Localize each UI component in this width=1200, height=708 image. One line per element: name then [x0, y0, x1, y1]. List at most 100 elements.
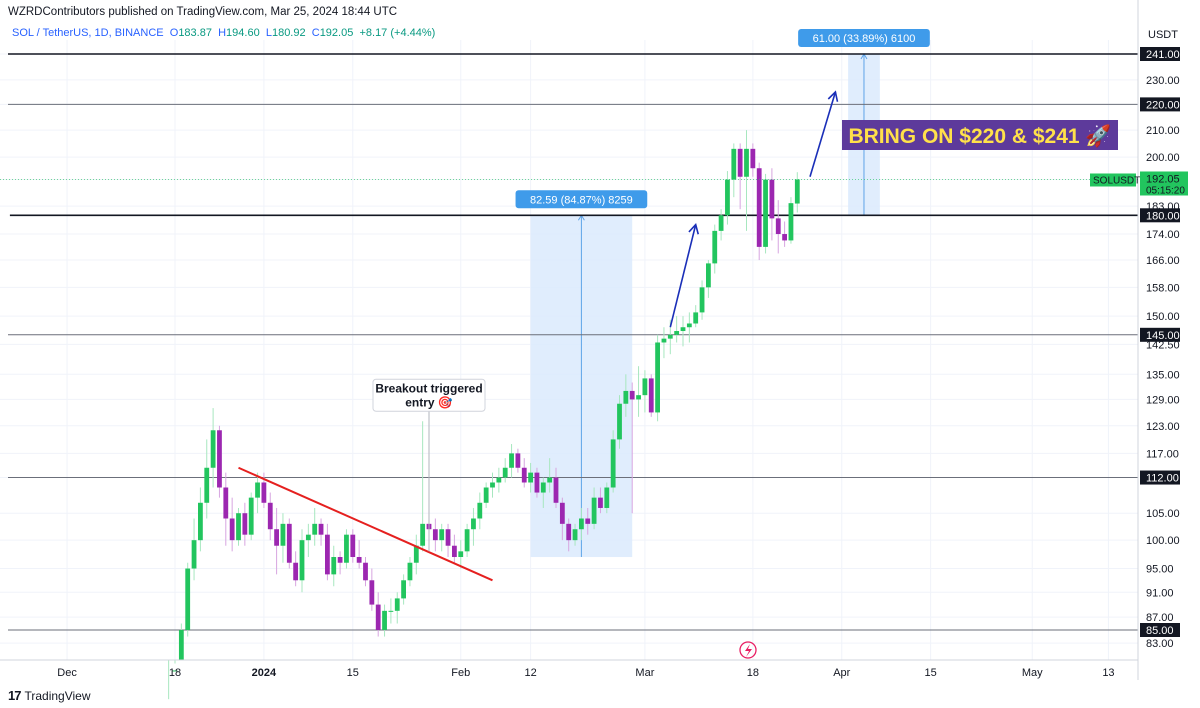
price-tick-label: 174.00 — [1146, 229, 1180, 241]
price-tick-label: 100.00 — [1146, 535, 1180, 547]
candle-body — [483, 487, 489, 503]
candle-body — [496, 477, 502, 483]
price-tick-label: 129.00 — [1146, 394, 1180, 406]
candle-body — [756, 168, 762, 247]
candle-body — [325, 534, 330, 575]
candle-body — [610, 439, 616, 488]
symbol-name[interactable]: SOL / TetherUS, 1D, BINANCE — [12, 27, 164, 39]
candle-body — [591, 497, 597, 524]
horizontal-levels — [8, 53, 1138, 631]
candle-body — [299, 540, 305, 581]
last-price-label: 192.05 — [1146, 173, 1180, 185]
candle-body — [629, 390, 635, 400]
currency-label: USDT — [1148, 29, 1178, 41]
close-label: C — [311, 27, 320, 39]
candle-body — [648, 378, 654, 413]
time-tick-label: 12 — [524, 667, 536, 679]
change-value: +8.17 (+4.44%) — [359, 27, 436, 39]
candle-body — [572, 529, 578, 541]
candle-body — [312, 523, 318, 535]
footer: 17 TradingView — [8, 688, 91, 703]
candle-body — [788, 203, 794, 241]
price-tick-label: 230.00 — [1146, 75, 1180, 87]
time-tick-label: 15 — [347, 667, 359, 679]
candle-body — [198, 502, 203, 541]
level-price-bg — [1140, 623, 1180, 637]
candle-body — [286, 523, 292, 563]
candle-body — [382, 610, 387, 630]
candle-body — [318, 523, 324, 535]
candle-body — [642, 378, 648, 396]
close-value: 192.05 — [319, 27, 354, 39]
candle-body — [464, 529, 470, 552]
arrow-line — [809, 91, 837, 177]
price-tick-label: 166.00 — [1146, 255, 1180, 267]
candle-body — [236, 513, 241, 541]
price-tick-label: 158.00 — [1146, 282, 1180, 294]
footer-brand[interactable]: TradingView — [24, 688, 91, 703]
candle-body — [375, 604, 381, 630]
candle-body — [636, 395, 641, 400]
candle-body — [305, 534, 311, 541]
candle-body — [693, 312, 699, 324]
candle-body — [452, 545, 457, 558]
level-price-bg — [1140, 47, 1180, 61]
candle-body — [280, 523, 286, 546]
candle-body — [350, 534, 356, 558]
candle-body — [255, 482, 260, 498]
candle-body — [344, 534, 349, 563]
symbol-tag-bg — [1090, 173, 1136, 187]
candle-body — [598, 497, 603, 508]
time-tick-label: Dec — [57, 667, 77, 679]
level-price-bg — [1140, 327, 1180, 342]
level-price-label: 145.00 — [1146, 330, 1180, 342]
trendline — [238, 466, 493, 582]
symbol-tag: SOLUSDT — [1093, 175, 1140, 186]
time-tick-label: Apr — [833, 667, 850, 679]
candle-body — [293, 562, 299, 581]
price-tick-label: 87.00 — [1146, 612, 1174, 624]
tradingview-logo-icon: 17 — [8, 688, 22, 703]
level-price-label: 112.00 — [1146, 473, 1179, 485]
candle-body — [274, 529, 279, 546]
level-price-bg — [1140, 470, 1180, 485]
time-axis: Dec 18 2024 15 Feb 12 Mar 18 Apr 15 May 13 — [0, 641, 1138, 679]
candle-body — [521, 467, 527, 483]
candle-body — [394, 598, 400, 611]
candle-body — [655, 342, 660, 413]
candle-body — [540, 482, 546, 493]
candle-body — [731, 148, 737, 180]
price-tick-label: 83.00 — [1146, 638, 1174, 650]
candle-body — [528, 472, 533, 483]
candle-body — [337, 557, 343, 563]
price-tick-label: 95.00 — [1146, 564, 1174, 576]
level-price-label: 220.00 — [1146, 99, 1180, 111]
measure-label: 61.00 (33.89%) 6100 — [813, 33, 916, 45]
candle-body — [471, 518, 476, 530]
candle-body — [248, 497, 254, 535]
banner-text: BRING ON $220 & $241 🚀 — [848, 123, 1111, 148]
candle-body — [585, 518, 591, 524]
candle-body — [661, 338, 667, 343]
candle-body — [566, 523, 572, 541]
candle-body — [744, 148, 749, 177]
level-price-label: 241.00 — [1146, 49, 1180, 61]
candle-body — [699, 287, 705, 313]
arrow-line — [669, 224, 697, 328]
level-price-bg — [1140, 97, 1180, 112]
candle-body — [617, 403, 622, 440]
time-tick-label: 18 — [747, 667, 759, 679]
open-value: 183.87 — [178, 27, 212, 39]
last-price-bg — [1140, 171, 1188, 196]
candle-body — [420, 523, 426, 546]
measure-label-bg — [515, 190, 648, 209]
candle-body — [547, 477, 553, 483]
price-tick-label: 105.00 — [1146, 508, 1180, 520]
level-price-label: 180.00 — [1146, 210, 1180, 222]
measure-label-bg — [798, 29, 930, 47]
candle-body — [712, 230, 718, 264]
candle-body — [686, 323, 692, 328]
candle-body — [432, 529, 438, 541]
